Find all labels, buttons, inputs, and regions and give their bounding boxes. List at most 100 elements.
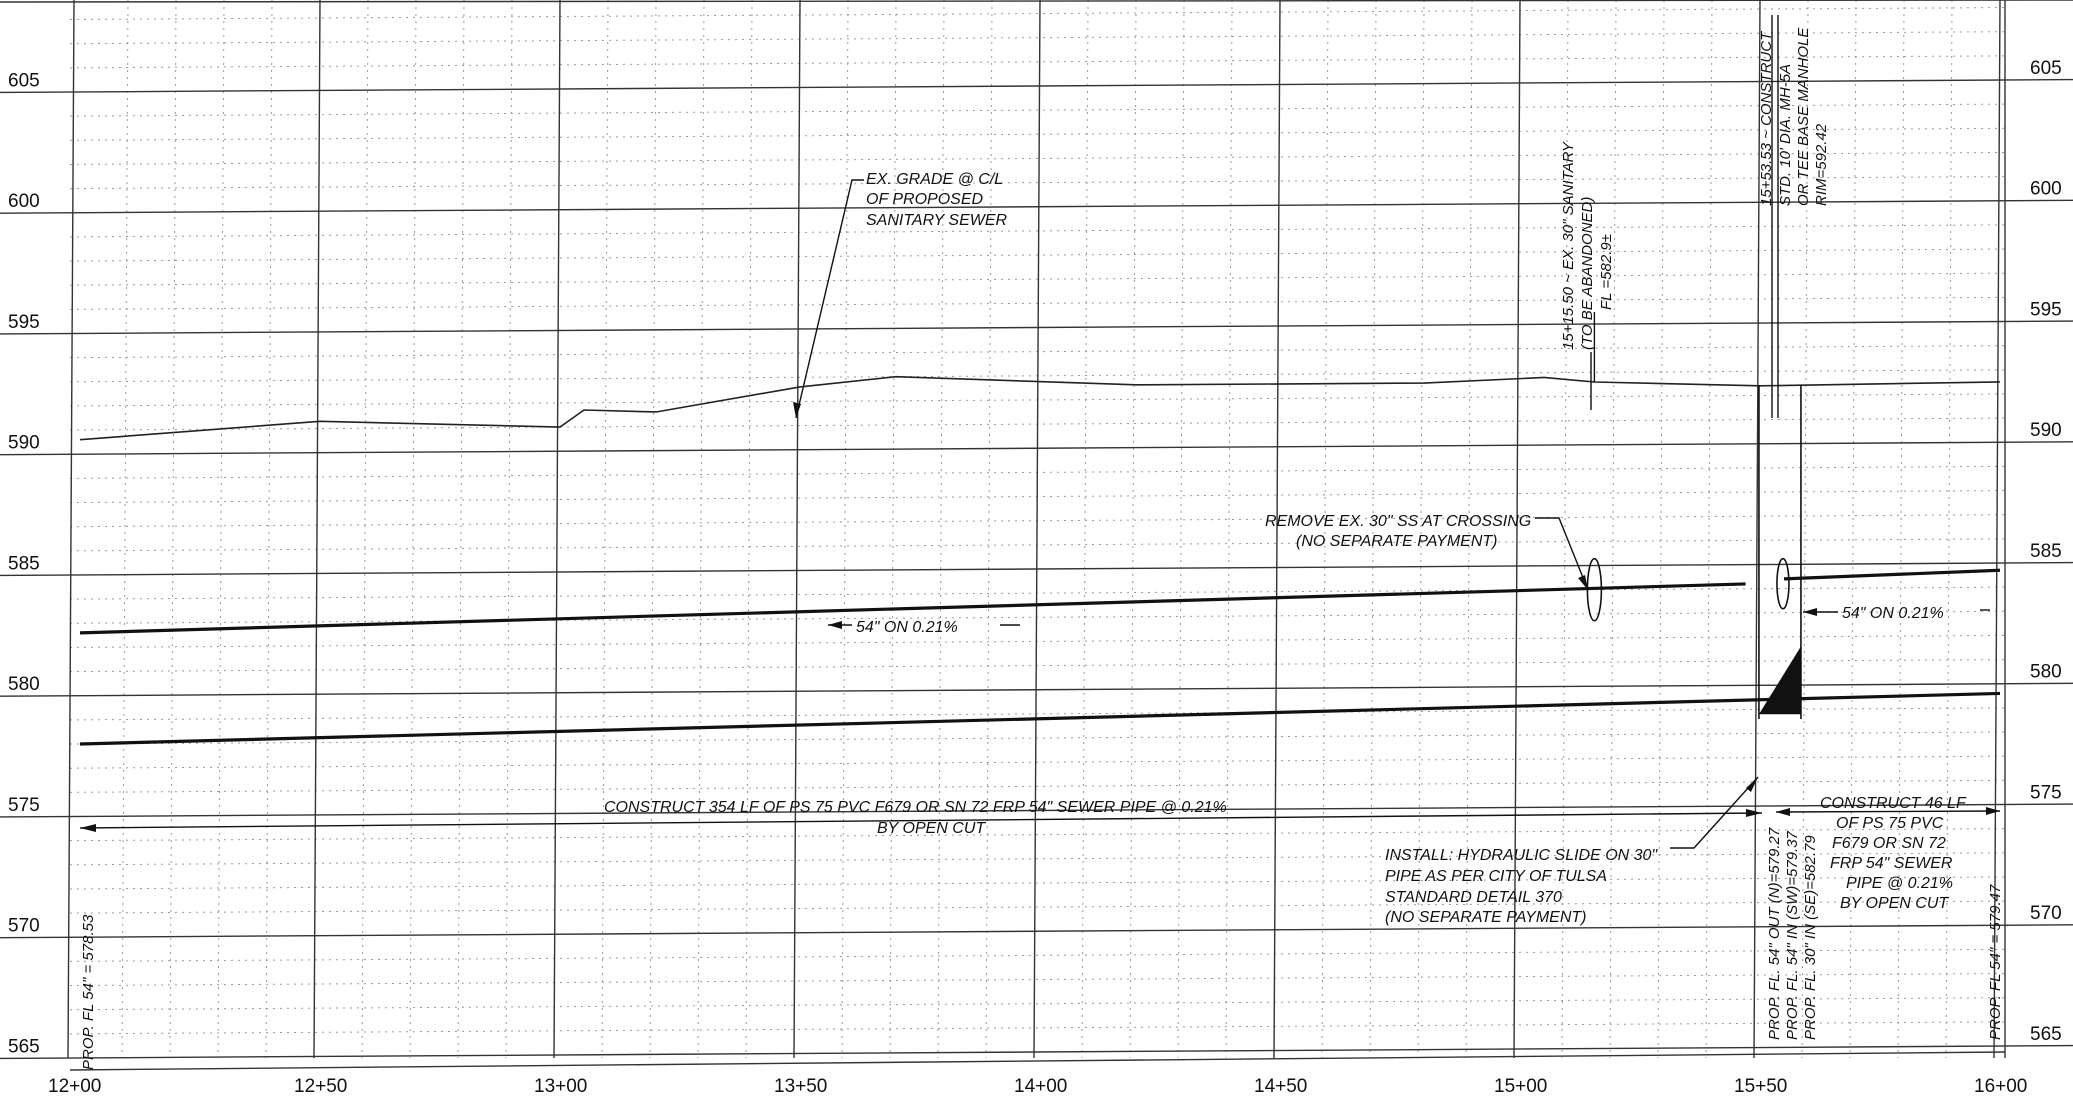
elevation-label-right: 565 xyxy=(2030,1024,2062,1045)
elevation-labels: 605 605 600 600 595 595 590 590 585 585 580 580 575 5… xyxy=(8,58,2062,1058)
construct-46-line1: CONSTRUCT 46 LF xyxy=(1820,795,1967,812)
minor-grid-line-h xyxy=(69,55,2006,69)
fl-in-se-label: PROP. FL. 30" IN (SE)=582.79 xyxy=(1802,835,1819,1040)
minor-grid-line-h xyxy=(69,248,2006,262)
elevation-gridline xyxy=(0,924,2073,939)
fl-right-label: PROP. FL 54" = 579.47 xyxy=(1987,884,2004,1040)
minor-grid-line-v xyxy=(1465,0,1473,1059)
station-gridline xyxy=(313,0,321,1059)
minor-grid-line-h xyxy=(69,31,2006,45)
install-note-line2: PIPE AS PER CITY OF TULSA xyxy=(1385,868,1607,885)
elevation-label-left: 600 xyxy=(8,191,40,212)
elevation-gridline xyxy=(0,78,2073,94)
elevation-gridline xyxy=(0,803,2073,818)
minor-grid-line-v xyxy=(265,0,273,1059)
elevation-label-right: 605 xyxy=(2030,58,2062,79)
elevation-label-left: 575 xyxy=(8,795,40,816)
minor-grid-line-v xyxy=(1801,0,1809,1059)
remove-note-line2: (NO SEPARATE PAYMENT) xyxy=(1296,533,1498,550)
station-gridline xyxy=(793,0,801,1059)
minor-grid-line-h xyxy=(69,828,2006,842)
ex-sanitary-line2: (TO BE ABANDONED) xyxy=(1579,197,1596,350)
minor-grid-line-h xyxy=(69,103,2006,117)
minor-grid-line-h xyxy=(69,151,2006,165)
fl-left-label: PROP. FL 54" = 578.53 xyxy=(80,914,97,1070)
elevation-label-right: 575 xyxy=(2030,782,2062,803)
station-label: 15+00 xyxy=(1494,1076,1547,1097)
manhole-line1: 15+53.53 ~ CONSTRUCT xyxy=(1758,30,1775,206)
minor-grid-line-v xyxy=(457,0,465,1059)
minor-grid-line-v xyxy=(1561,0,1569,1059)
elevation-label-left: 595 xyxy=(8,312,40,333)
manhole-30in-inlet xyxy=(1776,557,1790,610)
station-label: 12+50 xyxy=(294,1076,347,1097)
elevation-gridline xyxy=(0,199,2073,214)
minor-grid-line-h xyxy=(69,707,2006,721)
minor-grid-line-v xyxy=(1417,0,1425,1059)
minor-grid-line-h xyxy=(69,876,2006,890)
fl-out-label: PROP. FL. 54" OUT (N)=579.27 xyxy=(1766,827,1783,1040)
elevation-gridline xyxy=(0,441,2073,456)
construct-46-line2: OF PS 75 PVC xyxy=(1836,815,1944,832)
elevation-label-left: 565 xyxy=(8,1036,40,1057)
manhole-line2: STD. 10' DIA. MH-5A xyxy=(1777,64,1794,206)
elevation-gridline xyxy=(0,1044,2073,1060)
elevation-label-left: 590 xyxy=(8,433,40,454)
minor-grid-line-v xyxy=(1321,0,1329,1059)
minor-grid-line-v xyxy=(1657,0,1665,1059)
station-gridline xyxy=(1753,0,1761,1059)
elevation-label-left: 585 xyxy=(8,553,40,574)
ex-grade-label-line3: SANITARY SEWER xyxy=(866,212,1008,229)
minor-grid-line-h xyxy=(69,779,2006,793)
major-grid xyxy=(0,0,2073,1071)
minor-grid-line-v xyxy=(1705,0,1713,1059)
construct-46-line4: FRP 54" SEWER xyxy=(1830,855,1953,872)
minor-grid-line-v xyxy=(1369,0,1377,1059)
minor-grid-line-v xyxy=(649,0,657,1059)
elevation-label-left: 605 xyxy=(8,70,40,91)
elevation-label-right: 590 xyxy=(2030,420,2062,441)
station-label: 13+00 xyxy=(534,1076,587,1097)
minor-grid-line-h xyxy=(69,224,2006,238)
minor-grid-line-h xyxy=(69,296,2006,310)
install-note-line4: (NO SEPARATE PAYMENT) xyxy=(1385,909,1587,926)
construct-46-line6: BY OPEN CUT xyxy=(1840,895,1949,912)
install-note-line3: STANDARD DETAIL 370 xyxy=(1385,889,1562,906)
minor-grid-line-v xyxy=(937,0,945,1059)
minor-grid-line-v xyxy=(505,0,513,1059)
minor-grid-line-v xyxy=(217,0,225,1059)
minor-grid-line-v xyxy=(1897,0,1905,1059)
minor-grid-line-v xyxy=(1129,0,1137,1059)
ex-sanitary-line1: 15+15.50 ~ EX. 30" SANITARY xyxy=(1560,141,1577,350)
minor-grid-line-h xyxy=(69,634,2006,648)
station-gridline xyxy=(1273,0,1281,1059)
minor-grid-line-v xyxy=(1849,0,1857,1059)
slope-label-right: 54" ON 0.21% xyxy=(1842,605,1944,622)
minor-grid-line-v xyxy=(1081,0,1089,1059)
construct-354-line2: BY OPEN CUT xyxy=(877,820,986,837)
minor-grid-line-v xyxy=(1945,0,1953,1059)
station-label: 13+50 xyxy=(774,1076,827,1097)
minor-grid-line-v xyxy=(841,0,849,1059)
elevation-label-right: 580 xyxy=(2030,662,2062,683)
station-label: 14+50 xyxy=(1254,1076,1307,1097)
manhole-callout: 15+53.53 ~ CONSTRUCT STD. 10' DIA. MH-5A… xyxy=(1758,27,1830,206)
minor-grid-line-h xyxy=(69,176,2006,190)
ex-grade-label-line1: EX. GRADE @ C/L xyxy=(866,171,1003,188)
ex-grade-label-line2: OF PROPOSED xyxy=(866,191,984,208)
minor-grid-line-h xyxy=(69,731,2006,745)
minor-grid-line-h xyxy=(69,659,2006,673)
fl-in-sw-label: PROP. FL. 54" IN (SW)=579.37 xyxy=(1784,830,1801,1040)
minor-grid-line-h xyxy=(69,610,2006,624)
construct-46-line3: F679 OR SN 72 xyxy=(1832,835,1946,852)
station-gridline xyxy=(67,0,75,1059)
minor-grid-line-v xyxy=(745,0,753,1059)
minor-grid-line-h xyxy=(69,272,2006,286)
minor-grid-line-h xyxy=(69,900,2006,914)
minor-grid-line-h xyxy=(69,755,2006,769)
minor-grid-line-h xyxy=(69,1021,2006,1035)
pipe-invert-line xyxy=(79,691,2001,746)
minor-grid-line-h xyxy=(69,997,2006,1011)
construct-46-line5: PIPE @ 0.21% xyxy=(1846,875,1953,892)
